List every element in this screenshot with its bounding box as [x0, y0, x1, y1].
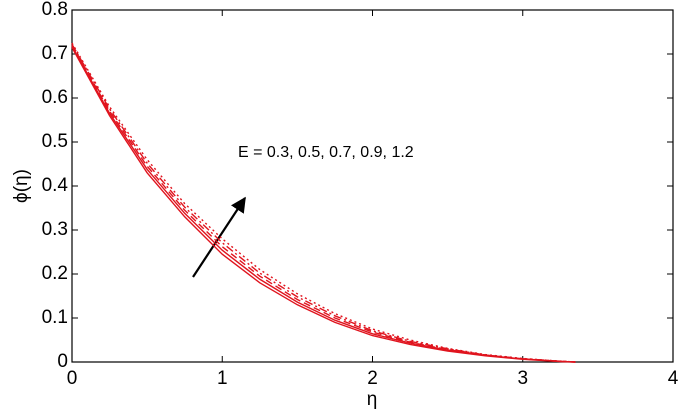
x-tick-label: 4 [668, 368, 679, 389]
x-axis-label: η [367, 389, 378, 410]
annotation: E = 0.3, 0.5, 0.7, 0.9, 1.2 [238, 144, 414, 161]
y-axis-label: ϕ(η) [11, 169, 32, 203]
x-tick-label: 1 [217, 368, 228, 389]
data-line [71, 45, 576, 363]
y-tick-label: 0.5 [42, 131, 68, 152]
data-line [71, 42, 576, 363]
x-tick-label: 2 [367, 368, 378, 389]
y-tick-label: 0.1 [42, 307, 68, 328]
y-tick-label: 0.4 [42, 175, 69, 196]
y-tick-label: 0.7 [42, 43, 68, 64]
y-tick-label: 0.6 [42, 87, 68, 108]
y-tick-label: 0.2 [42, 263, 68, 284]
y-tick-label: 0.3 [42, 219, 68, 240]
x-tick-label: 0 [67, 368, 78, 389]
x-tick-label: 3 [517, 368, 528, 389]
y-tick-label: 0.8 [42, 0, 68, 20]
y-tick-label: 0 [57, 351, 68, 372]
arrow [192, 196, 246, 278]
